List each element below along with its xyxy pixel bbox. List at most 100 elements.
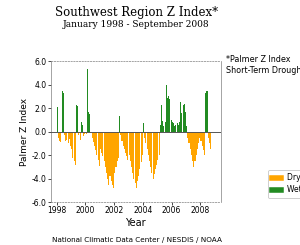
Bar bbox=[120, 132, 121, 135]
Bar bbox=[131, 132, 132, 167]
Bar bbox=[154, 132, 155, 174]
Bar bbox=[125, 132, 126, 153]
Bar bbox=[74, 132, 75, 161]
Text: National Climatic Data Center / NESDIS / NOAA: National Climatic Data Center / NESDIS /… bbox=[52, 237, 221, 243]
Bar bbox=[80, 132, 81, 140]
Bar bbox=[187, 132, 188, 137]
Bar bbox=[156, 132, 157, 165]
Bar bbox=[89, 114, 90, 132]
Bar bbox=[153, 132, 154, 179]
Bar bbox=[161, 105, 162, 132]
Bar bbox=[210, 132, 211, 149]
Bar bbox=[98, 132, 99, 160]
Bar bbox=[167, 98, 168, 132]
Bar bbox=[88, 112, 89, 132]
Bar bbox=[138, 132, 139, 176]
Bar bbox=[126, 132, 127, 156]
Bar bbox=[111, 132, 112, 181]
Bar bbox=[159, 132, 160, 155]
Bar bbox=[194, 132, 196, 161]
Bar bbox=[65, 132, 66, 141]
Bar bbox=[149, 132, 150, 161]
Bar bbox=[123, 132, 124, 146]
Bar bbox=[136, 132, 137, 188]
Bar bbox=[184, 103, 185, 132]
Bar bbox=[78, 132, 80, 135]
Bar bbox=[58, 132, 59, 137]
Bar bbox=[129, 132, 130, 155]
Bar bbox=[141, 132, 142, 162]
Bar bbox=[85, 132, 87, 134]
Bar bbox=[176, 123, 178, 132]
Bar bbox=[148, 132, 149, 155]
Bar bbox=[202, 132, 203, 146]
Bar bbox=[155, 132, 156, 169]
Bar bbox=[199, 132, 200, 137]
Bar bbox=[170, 120, 172, 132]
Bar bbox=[197, 132, 198, 149]
Text: *Palmer Z Index
Short-Term Drought: *Palmer Z Index Short-Term Drought bbox=[226, 55, 300, 74]
Bar bbox=[77, 106, 78, 132]
Bar bbox=[70, 132, 71, 146]
Bar bbox=[188, 132, 190, 143]
Bar bbox=[180, 102, 181, 132]
Bar bbox=[117, 132, 118, 161]
Bar bbox=[130, 132, 131, 161]
Bar bbox=[172, 122, 173, 132]
X-axis label: Year: Year bbox=[125, 218, 146, 228]
Bar bbox=[206, 91, 208, 132]
Bar bbox=[59, 132, 60, 141]
Bar bbox=[99, 132, 100, 166]
Bar bbox=[95, 132, 96, 150]
Bar bbox=[108, 132, 109, 184]
Bar bbox=[198, 132, 199, 143]
Bar bbox=[175, 125, 176, 132]
Bar bbox=[90, 132, 92, 133]
Bar bbox=[150, 132, 151, 167]
Bar bbox=[84, 132, 86, 134]
Y-axis label: Palmer Z Index: Palmer Z Index bbox=[20, 98, 29, 166]
Bar bbox=[64, 132, 65, 135]
Bar bbox=[186, 126, 187, 132]
Bar bbox=[174, 126, 175, 132]
Bar bbox=[147, 132, 148, 149]
Bar bbox=[76, 105, 77, 132]
Bar bbox=[144, 132, 145, 137]
Bar bbox=[204, 132, 205, 155]
Bar bbox=[165, 122, 166, 132]
Bar bbox=[93, 132, 94, 142]
Bar bbox=[135, 132, 136, 183]
Bar bbox=[118, 132, 119, 158]
Bar bbox=[137, 132, 138, 181]
Bar bbox=[63, 93, 64, 132]
Bar bbox=[203, 132, 204, 150]
Bar bbox=[87, 70, 88, 132]
Bar bbox=[94, 132, 95, 146]
Bar bbox=[61, 91, 63, 132]
Bar bbox=[57, 107, 58, 132]
Bar bbox=[112, 132, 113, 184]
Bar bbox=[103, 132, 105, 161]
Bar bbox=[71, 132, 72, 149]
Bar bbox=[173, 123, 174, 132]
Bar bbox=[160, 125, 161, 132]
Bar bbox=[60, 132, 62, 142]
Bar bbox=[124, 132, 125, 149]
Bar bbox=[192, 132, 193, 161]
Bar bbox=[68, 132, 69, 143]
Bar bbox=[114, 132, 115, 173]
Bar bbox=[200, 132, 202, 141]
Bar bbox=[113, 132, 114, 188]
Bar bbox=[81, 122, 82, 132]
Text: Southwest Region Z Index*: Southwest Region Z Index* bbox=[55, 6, 218, 19]
Text: January 1998 - September 2008: January 1998 - September 2008 bbox=[63, 20, 210, 29]
Bar bbox=[83, 132, 84, 136]
Bar bbox=[179, 122, 180, 132]
Bar bbox=[209, 132, 210, 143]
Bar bbox=[106, 132, 107, 173]
Bar bbox=[75, 132, 76, 165]
Bar bbox=[101, 132, 102, 153]
Bar bbox=[82, 125, 83, 132]
Bar bbox=[102, 132, 104, 156]
Bar bbox=[66, 132, 68, 140]
